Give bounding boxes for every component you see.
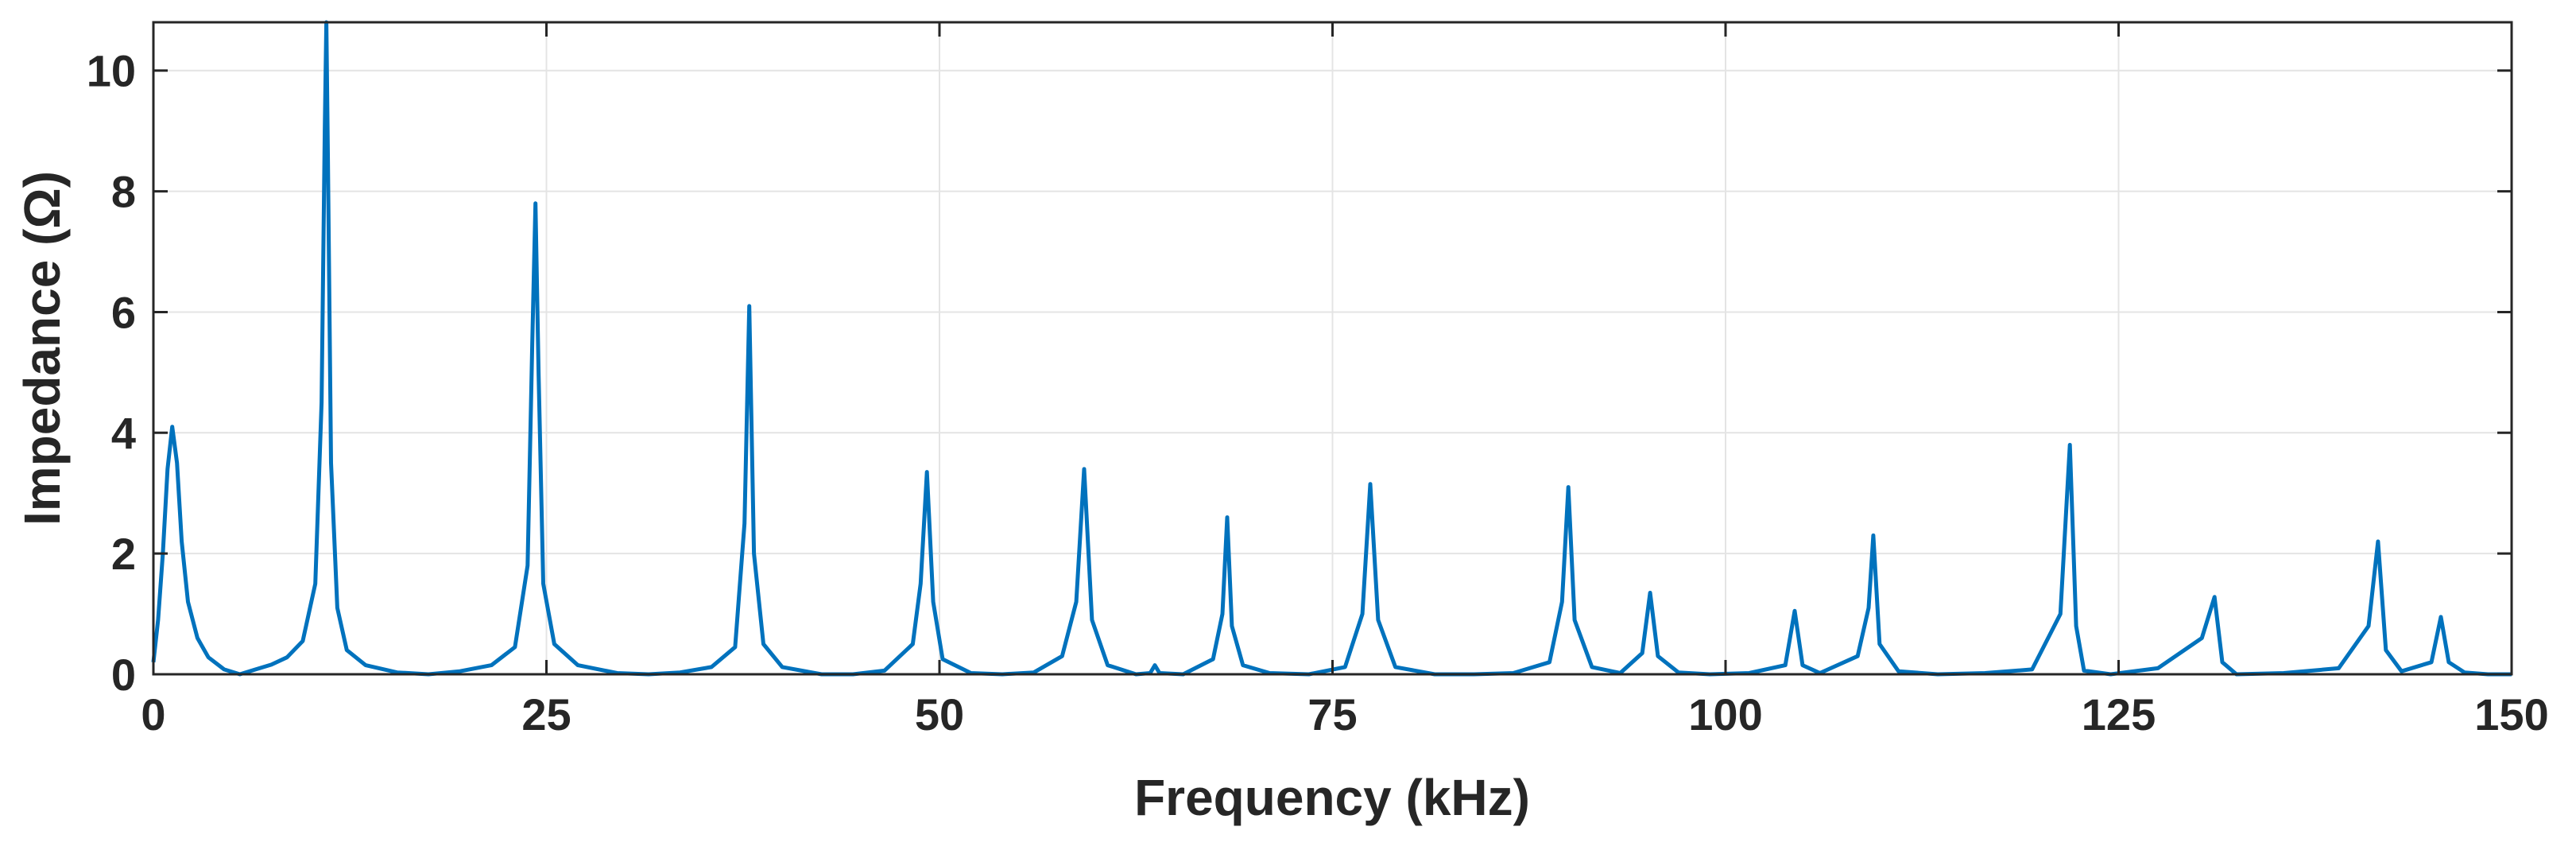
- x-tick-label: 75: [1307, 689, 1357, 739]
- x-tick-label: 125: [2082, 689, 2156, 739]
- x-tick-label: 25: [521, 689, 571, 739]
- x-tick-labels: 0 25 50 75 100 125 150: [141, 689, 2548, 739]
- y-tick-label: 8: [111, 167, 136, 217]
- y-tick-label: 6: [111, 287, 136, 337]
- y-tick-label: 0: [111, 650, 136, 700]
- y-tick-label: 2: [111, 529, 136, 579]
- y-axis-label: Impedance (Ω): [14, 171, 71, 526]
- y-tick-labels: 0 2 4 6 8 10: [87, 46, 136, 700]
- y-tick-label: 10: [87, 46, 136, 96]
- x-tick-label: 100: [1688, 689, 1762, 739]
- x-tick-label: 150: [2474, 689, 2548, 739]
- x-axis-label: Frequency (kHz): [1134, 769, 1530, 826]
- y-tick-label: 4: [111, 408, 136, 458]
- x-tick-label: 0: [141, 689, 165, 739]
- grid: [153, 22, 2512, 675]
- x-tick-label: 50: [915, 689, 964, 739]
- axis-ticks: [152, 22, 2513, 676]
